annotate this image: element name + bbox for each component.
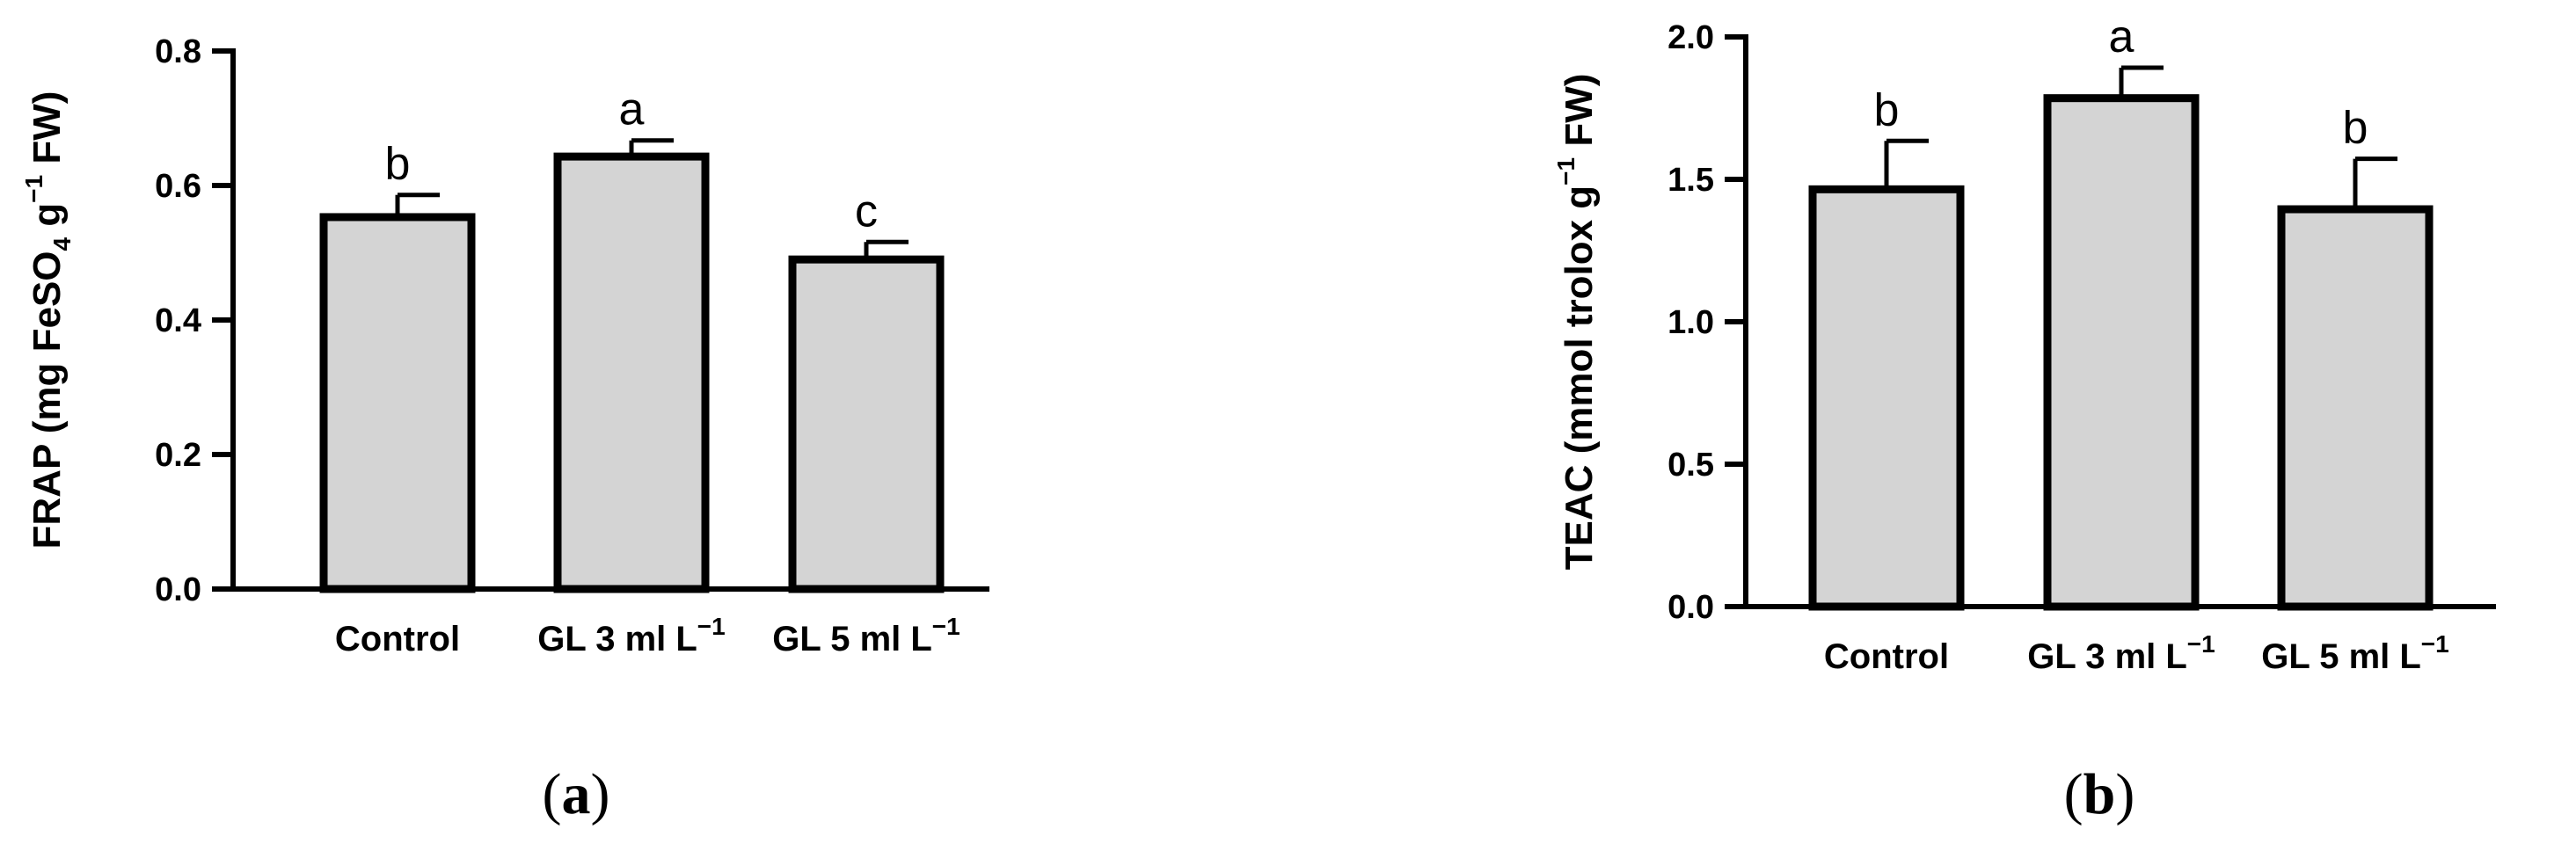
x-category-label: GL 5 ml L−1 [772, 613, 960, 658]
y-tick-label: 1.0 [1667, 304, 1714, 341]
y-tick-label: 2.0 [1667, 19, 1714, 56]
x-category-text: GL 3 ml L [2027, 637, 2187, 676]
x-category-label: Control [1824, 637, 1949, 676]
bar [788, 255, 945, 593]
x-category-label: Control [335, 620, 460, 658]
y-axis-title-text: g [26, 203, 69, 237]
panel-label-a: (a) [543, 762, 610, 826]
y-tick-label: 0.6 [155, 168, 201, 205]
significance-letter: b [1874, 84, 1900, 135]
y-tick-label: 0.4 [155, 302, 201, 339]
y-axis-title-text: FRAP (mg FeSO [26, 251, 69, 549]
y-tick-label: 0.0 [155, 571, 201, 608]
x-category-text: GL 3 ml L [537, 620, 697, 658]
significance-letter: a [619, 84, 645, 135]
x-category-superscript: −1 [2187, 630, 2215, 658]
x-category-text: GL 5 ml L [2261, 637, 2421, 676]
y-tick-label: 0.8 [155, 33, 201, 70]
y-tick-label: 0.0 [1667, 589, 1714, 626]
x-category-text: GL 5 ml L [772, 620, 932, 658]
x-category-label: GL 5 ml L−1 [2261, 630, 2448, 676]
y-axis-title: TEAC (mmol trolox g−1 FW) [1552, 74, 1601, 571]
y-tick-label: 1.5 [1667, 162, 1714, 199]
significance-letter: b [2343, 103, 2368, 154]
y-axis-title-text: FW) [1558, 74, 1601, 157]
panel-label-b: (b) [2064, 762, 2135, 826]
bar [553, 152, 710, 593]
x-category-superscript: −1 [697, 613, 726, 640]
y-axis-title-text: FW) [26, 91, 69, 175]
significance-letter: a [2109, 11, 2135, 62]
y-tick-label: 0.5 [1667, 447, 1714, 484]
y-axis-title-text: TEAC (mmol trolox g [1558, 185, 1601, 571]
significance-letter: c [855, 185, 878, 236]
y-axis-title: FRAP (mg FeSO4 g−1 FW) [20, 91, 76, 549]
bar [2043, 94, 2200, 611]
significance-letter: b [385, 139, 411, 190]
y-axis-title-subscript: 4 [48, 236, 76, 251]
x-category-text: Control [335, 620, 460, 658]
y-axis-title-superscript: −1 [20, 175, 47, 203]
bar [319, 213, 476, 593]
y-tick-label: 0.2 [155, 437, 201, 474]
y-axis-title-superscript: −1 [1552, 157, 1580, 185]
x-category-label: GL 3 ml L−1 [537, 613, 725, 658]
x-category-superscript: −1 [932, 613, 960, 640]
bar [2277, 205, 2434, 611]
bar [1808, 185, 1965, 611]
x-category-label: GL 3 ml L−1 [2027, 630, 2215, 676]
x-category-text: Control [1824, 637, 1949, 676]
x-category-superscript: −1 [2421, 630, 2449, 658]
